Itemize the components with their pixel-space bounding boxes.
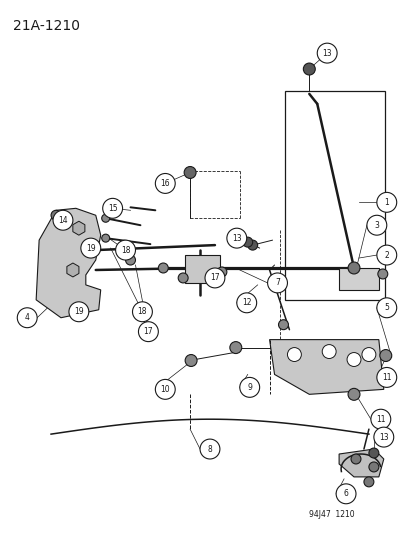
Circle shape [178,273,188,283]
Circle shape [236,293,256,313]
Circle shape [376,367,396,387]
Circle shape [303,63,315,75]
Text: 13: 13 [231,233,241,243]
Circle shape [366,215,386,235]
Circle shape [185,354,197,367]
Circle shape [226,228,246,248]
Circle shape [229,342,241,353]
Circle shape [81,238,100,258]
Circle shape [278,320,288,330]
Text: 2: 2 [384,251,388,260]
Circle shape [363,477,373,487]
Text: 8: 8 [207,445,212,454]
Text: 11: 11 [381,373,391,382]
Text: 5: 5 [383,303,388,312]
Circle shape [17,308,37,328]
Circle shape [158,263,168,273]
Circle shape [287,348,301,361]
Circle shape [370,409,390,429]
Circle shape [216,267,226,277]
Circle shape [247,240,257,250]
Text: 13: 13 [322,49,331,58]
Polygon shape [73,221,85,235]
Polygon shape [36,208,100,318]
Text: 16: 16 [160,179,170,188]
Text: 13: 13 [378,433,388,442]
Circle shape [155,173,175,193]
Text: 94J47  1210: 94J47 1210 [309,510,354,519]
Circle shape [51,211,61,220]
Text: 18: 18 [121,246,130,255]
Circle shape [184,166,196,179]
Text: 17: 17 [143,327,153,336]
Circle shape [125,255,135,265]
Text: 6: 6 [343,489,348,498]
Circle shape [115,240,135,260]
Circle shape [321,345,335,359]
Circle shape [199,439,219,459]
Circle shape [267,273,287,293]
Circle shape [361,348,375,361]
Polygon shape [269,340,383,394]
Circle shape [239,377,259,397]
Circle shape [132,302,152,322]
Circle shape [347,389,359,400]
Polygon shape [338,449,383,477]
Text: 15: 15 [107,204,117,213]
Circle shape [69,302,88,322]
Circle shape [377,269,387,279]
Circle shape [335,484,355,504]
Circle shape [373,427,393,447]
Circle shape [368,448,378,458]
Circle shape [316,43,336,63]
Circle shape [376,192,396,212]
Circle shape [53,211,73,230]
Circle shape [138,322,158,342]
Circle shape [242,237,252,247]
Text: 11: 11 [375,415,385,424]
Circle shape [379,350,391,361]
Circle shape [346,352,360,367]
Bar [338,268,378,290]
Bar [185,255,219,283]
Text: 19: 19 [74,307,83,316]
Circle shape [376,245,396,265]
Circle shape [102,234,109,242]
Text: 9: 9 [247,383,252,392]
Circle shape [102,198,122,218]
Circle shape [347,262,359,274]
Text: 3: 3 [373,221,378,230]
Text: 21A-1210: 21A-1210 [13,19,80,33]
Text: 1: 1 [384,198,388,207]
Text: 19: 19 [86,244,95,253]
Text: 4: 4 [25,313,30,322]
Text: 17: 17 [210,273,219,282]
Circle shape [204,268,224,288]
Text: 14: 14 [58,216,68,225]
Text: 7: 7 [274,278,279,287]
Circle shape [350,454,360,464]
Circle shape [155,379,175,399]
Text: 18: 18 [138,307,147,316]
Circle shape [102,214,109,222]
Bar [285,91,384,300]
Circle shape [376,298,396,318]
Text: 10: 10 [160,385,170,394]
Polygon shape [67,263,79,277]
Text: 12: 12 [241,298,251,308]
Circle shape [368,462,378,472]
